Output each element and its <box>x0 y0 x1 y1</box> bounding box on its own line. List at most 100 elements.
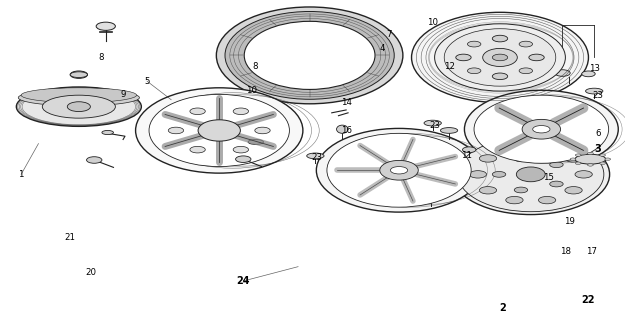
Circle shape <box>492 54 508 61</box>
Circle shape <box>565 187 582 194</box>
Ellipse shape <box>452 134 609 215</box>
Ellipse shape <box>474 95 609 163</box>
Text: 23: 23 <box>429 121 440 130</box>
Text: 13: 13 <box>589 64 600 73</box>
Ellipse shape <box>482 48 518 67</box>
Text: 17: 17 <box>586 247 597 256</box>
Text: 6: 6 <box>596 129 601 138</box>
Ellipse shape <box>444 29 556 86</box>
Text: 12: 12 <box>444 62 456 71</box>
Ellipse shape <box>516 167 545 182</box>
Ellipse shape <box>248 140 264 144</box>
Ellipse shape <box>136 88 303 173</box>
Ellipse shape <box>21 88 136 103</box>
Circle shape <box>514 156 528 162</box>
Text: 7: 7 <box>387 30 392 39</box>
Text: 18: 18 <box>560 247 571 256</box>
Text: 3: 3 <box>595 143 601 154</box>
Circle shape <box>492 73 508 80</box>
Ellipse shape <box>216 7 403 104</box>
Circle shape <box>456 54 471 61</box>
Circle shape <box>550 181 563 187</box>
Circle shape <box>468 41 481 47</box>
Circle shape <box>86 157 102 163</box>
Circle shape <box>588 152 593 155</box>
Circle shape <box>468 68 481 74</box>
Text: 16: 16 <box>341 126 352 135</box>
Circle shape <box>233 146 249 153</box>
Circle shape <box>96 22 116 30</box>
Ellipse shape <box>42 95 116 118</box>
Text: 24: 24 <box>236 276 250 286</box>
Text: 8: 8 <box>98 53 104 62</box>
Ellipse shape <box>336 125 348 133</box>
Circle shape <box>519 41 532 47</box>
Circle shape <box>539 145 556 152</box>
Text: 11: 11 <box>461 151 472 160</box>
Circle shape <box>575 162 581 164</box>
Text: 9: 9 <box>121 90 126 99</box>
Circle shape <box>514 187 528 193</box>
Circle shape <box>575 154 581 156</box>
Circle shape <box>565 155 582 162</box>
Circle shape <box>506 145 523 152</box>
Text: 1: 1 <box>18 170 24 179</box>
Circle shape <box>550 162 563 168</box>
Text: 8: 8 <box>252 62 258 71</box>
Circle shape <box>506 196 523 204</box>
Circle shape <box>575 171 592 178</box>
Circle shape <box>492 35 508 42</box>
Text: 5: 5 <box>144 77 150 86</box>
Ellipse shape <box>458 137 604 212</box>
Circle shape <box>582 71 595 77</box>
Ellipse shape <box>70 72 88 77</box>
Circle shape <box>532 125 550 133</box>
Text: 21: 21 <box>65 234 76 243</box>
Circle shape <box>70 71 88 78</box>
Circle shape <box>255 127 270 134</box>
Circle shape <box>168 127 184 134</box>
Circle shape <box>588 164 593 166</box>
Ellipse shape <box>522 119 561 139</box>
Ellipse shape <box>434 24 566 91</box>
Circle shape <box>519 68 532 74</box>
Text: 2: 2 <box>499 303 506 313</box>
Text: 22: 22 <box>582 295 595 305</box>
Ellipse shape <box>198 120 241 141</box>
Circle shape <box>479 155 497 162</box>
Circle shape <box>529 54 544 61</box>
Circle shape <box>492 172 506 177</box>
Ellipse shape <box>16 87 141 126</box>
Circle shape <box>605 158 611 160</box>
Ellipse shape <box>441 128 458 133</box>
Circle shape <box>190 146 205 153</box>
Circle shape <box>236 156 251 163</box>
Circle shape <box>469 171 486 178</box>
Ellipse shape <box>327 133 471 207</box>
Text: 10: 10 <box>246 86 258 95</box>
Ellipse shape <box>586 88 603 94</box>
Circle shape <box>600 154 606 156</box>
Ellipse shape <box>575 154 606 164</box>
Ellipse shape <box>244 21 375 89</box>
Text: 4: 4 <box>380 44 386 53</box>
Text: 23: 23 <box>312 154 322 163</box>
Ellipse shape <box>422 195 439 201</box>
Circle shape <box>233 108 249 115</box>
Ellipse shape <box>102 131 114 135</box>
Ellipse shape <box>424 120 441 126</box>
Circle shape <box>479 187 497 194</box>
Circle shape <box>391 167 408 174</box>
Circle shape <box>570 158 576 160</box>
Circle shape <box>539 196 556 204</box>
Circle shape <box>600 162 606 164</box>
Ellipse shape <box>149 94 289 167</box>
Ellipse shape <box>411 12 589 103</box>
Text: 15: 15 <box>542 173 554 182</box>
Circle shape <box>68 102 91 112</box>
Circle shape <box>555 70 570 76</box>
Ellipse shape <box>464 90 618 168</box>
Circle shape <box>375 182 389 188</box>
Ellipse shape <box>18 89 139 106</box>
Text: 14: 14 <box>341 98 352 107</box>
